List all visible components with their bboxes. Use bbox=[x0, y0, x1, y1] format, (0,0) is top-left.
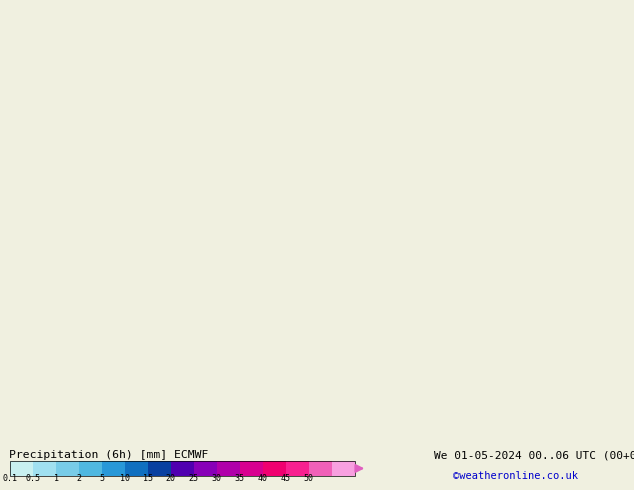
Text: 20: 20 bbox=[166, 474, 176, 483]
Bar bbox=[217, 461, 240, 476]
Text: We 01-05-2024 00..06 UTC (00+06): We 01-05-2024 00..06 UTC (00+06) bbox=[434, 450, 634, 460]
Bar bbox=[332, 461, 354, 476]
Text: 0.5: 0.5 bbox=[25, 474, 41, 483]
Text: 45: 45 bbox=[281, 474, 291, 483]
Text: 15: 15 bbox=[143, 474, 153, 483]
Text: 25: 25 bbox=[189, 474, 199, 483]
Text: 0.1: 0.1 bbox=[3, 474, 18, 483]
Bar bbox=[286, 461, 309, 476]
Bar bbox=[262, 461, 286, 476]
Bar bbox=[309, 461, 332, 476]
Text: Precipitation (6h) [mm] ECMWF: Precipitation (6h) [mm] ECMWF bbox=[9, 450, 208, 460]
Bar bbox=[102, 461, 125, 476]
Bar bbox=[171, 461, 194, 476]
Text: 30: 30 bbox=[212, 474, 222, 483]
Bar bbox=[240, 461, 262, 476]
Text: 2: 2 bbox=[77, 474, 82, 483]
Text: 35: 35 bbox=[235, 474, 245, 483]
Bar bbox=[148, 461, 171, 476]
Bar bbox=[33, 461, 56, 476]
Text: 10: 10 bbox=[120, 474, 130, 483]
Text: 50: 50 bbox=[304, 474, 314, 483]
Text: 40: 40 bbox=[258, 474, 268, 483]
Bar bbox=[56, 461, 79, 476]
Text: 5: 5 bbox=[100, 474, 105, 483]
Text: ©weatheronline.co.uk: ©weatheronline.co.uk bbox=[453, 470, 578, 481]
Text: 1: 1 bbox=[53, 474, 58, 483]
Bar bbox=[10, 461, 33, 476]
Bar bbox=[194, 461, 217, 476]
Bar bbox=[79, 461, 102, 476]
Bar bbox=[125, 461, 148, 476]
